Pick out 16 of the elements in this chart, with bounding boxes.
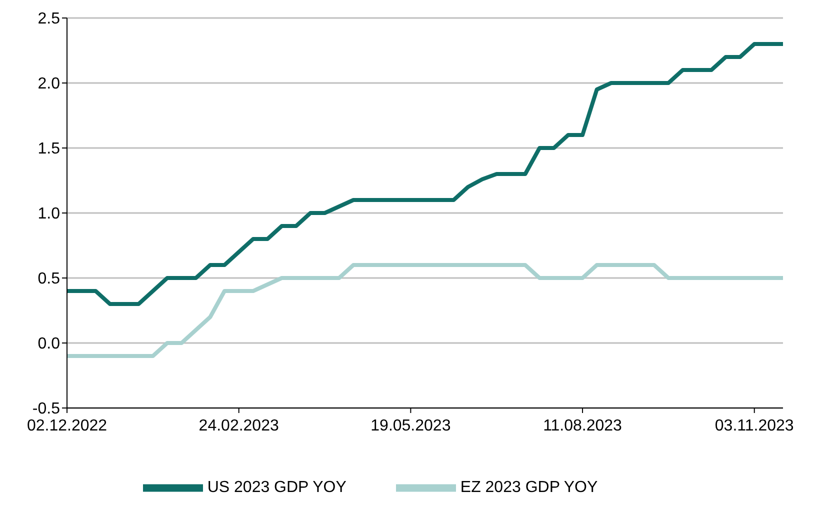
line-series (67, 42, 783, 306)
x-tick-label: 24.02.2023 (198, 417, 279, 434)
x-tick-label: 02.12.2022 (26, 417, 108, 434)
y-tick-label: 1.5 (38, 140, 60, 158)
x-tick-label: 11.08.2023 (543, 417, 622, 434)
line-series (67, 263, 783, 358)
y-tick-label: 0.5 (38, 270, 60, 288)
y-tick-label: 1.0 (38, 206, 60, 223)
y-tick-label: 2.0 (38, 76, 60, 93)
y-tick-label: 2.5 (38, 10, 60, 28)
y-tick-label: 0.0 (38, 336, 60, 353)
x-tick-label: 19.05.2023 (370, 417, 451, 434)
y-tick-label: -0.5 (32, 400, 60, 418)
legend-label: US 2023 GDP YOY (207, 479, 346, 496)
x-tick-label: 03.11.2023 (714, 417, 794, 434)
legend-label: EZ 2023 GDP YOY (460, 479, 598, 496)
